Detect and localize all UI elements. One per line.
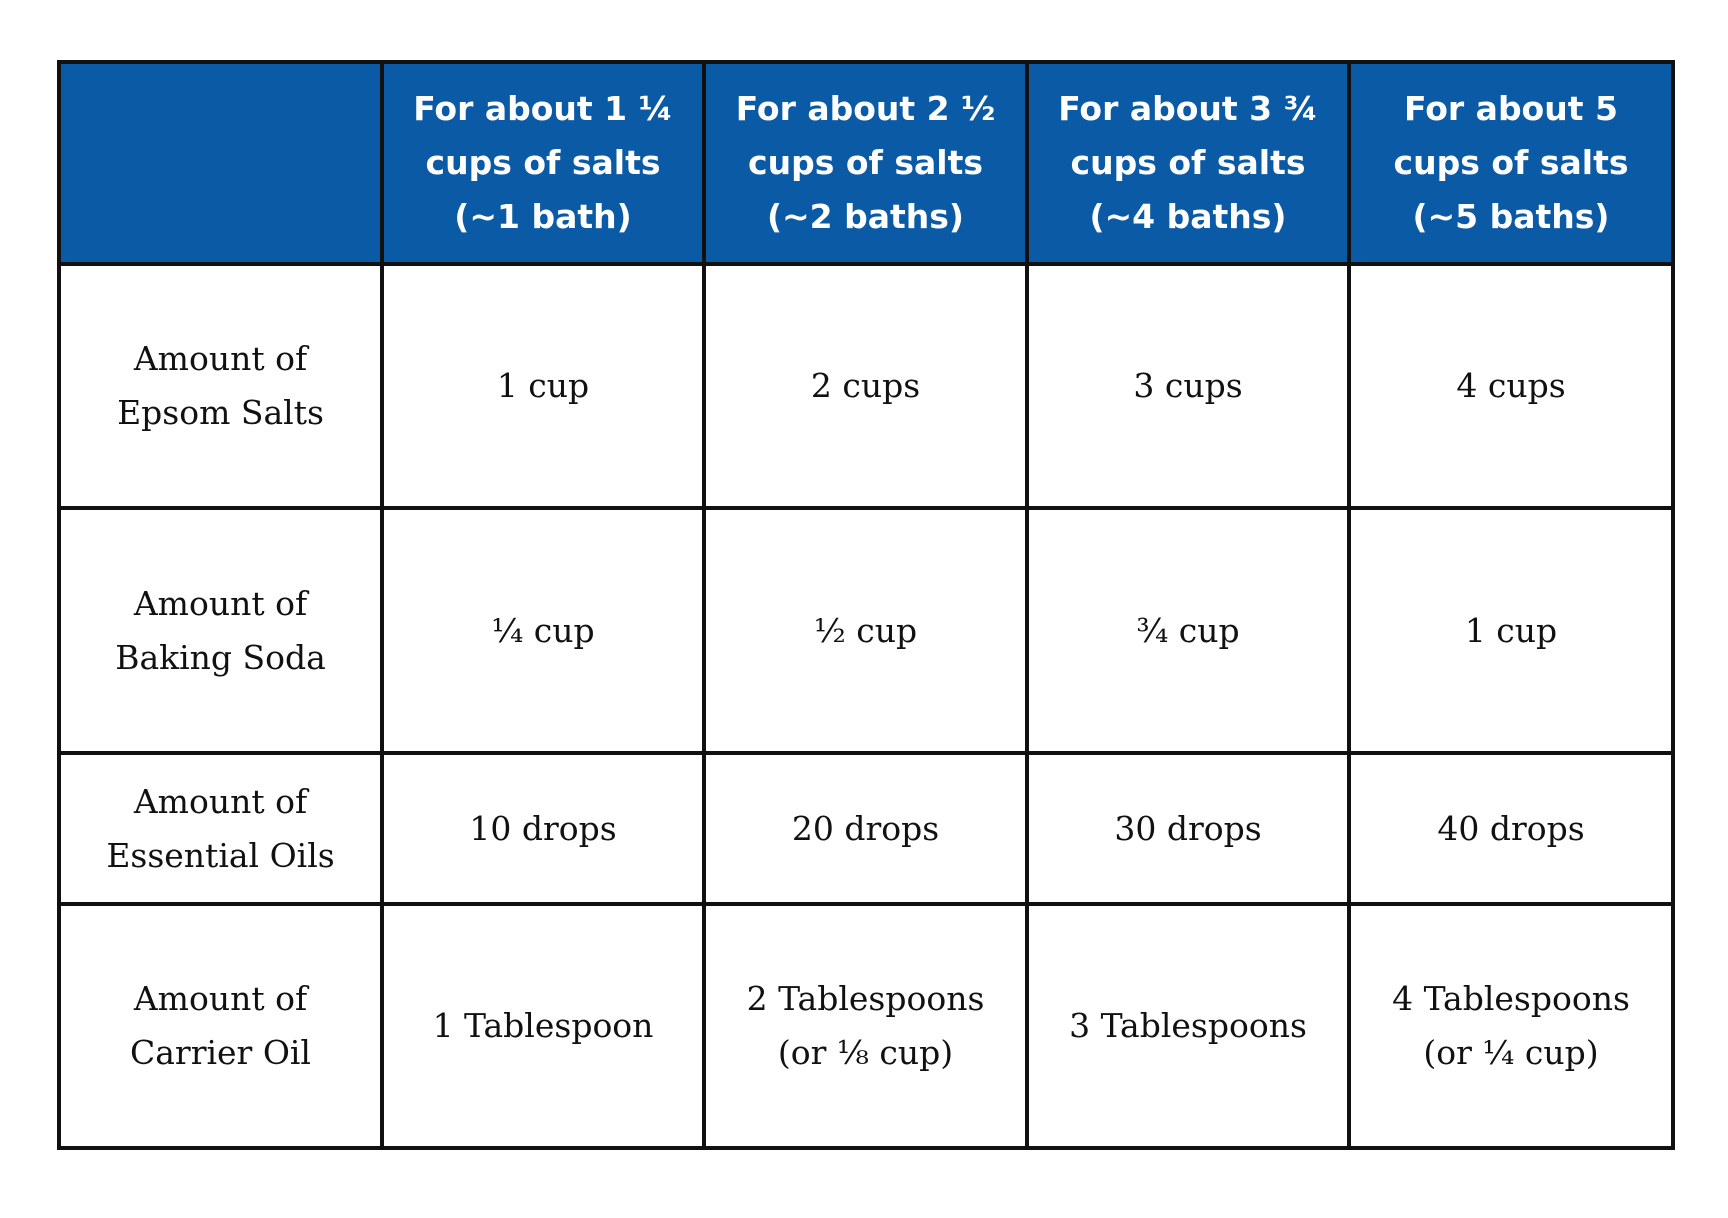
cell-line: For about 5 <box>1404 89 1618 128</box>
header-row: For about 1 ¼ cups of salts (~1 bath) For a… <box>57 60 1675 266</box>
cell-line: Amount of <box>133 979 308 1018</box>
table-cell: 40 drops <box>1347 751 1675 906</box>
row-label: Amount of Epsom Salts <box>57 262 384 510</box>
cell-line: 20 drops <box>791 808 940 848</box>
cell-line: 4 Tablespoons <box>1392 979 1630 1018</box>
column-header: For about 5 cups of salts (~5 baths) <box>1347 60 1675 266</box>
cell-line: 2 cups <box>810 366 921 405</box>
cell-line: ¼ cup <box>491 610 595 650</box>
cell-line: cups of salts <box>1393 143 1629 182</box>
table-cell: 1 cup <box>1347 506 1675 755</box>
cell-line: 4 cups <box>1456 366 1566 405</box>
table-row: Amount of Baking Soda ¼ cup ½ cup ¾ cup 1 cup <box>57 506 1675 755</box>
row-label: Amount of Baking Soda <box>57 506 384 755</box>
cell-line: For about 3 ¾ <box>1058 89 1318 128</box>
column-header: For about 1 ¼ cups of salts (~1 bath) <box>380 60 706 266</box>
cell-line: cups of salts <box>1070 143 1306 182</box>
table-wrap: For about 1 ¼ cups of salts (~1 bath) For a… <box>57 60 1675 1150</box>
cell-line: cups of salts <box>425 143 661 182</box>
table-cell: 3 cups <box>1025 262 1351 510</box>
cell-line: Carrier Oil <box>130 1033 311 1072</box>
column-header: For about 3 ¾ cups of salts (~4 baths) <box>1025 60 1351 266</box>
cell-line: 3 Tablespoons <box>1069 1006 1307 1045</box>
table-cell: 4 cups <box>1347 262 1675 510</box>
cell-line: Epsom Salts <box>117 393 324 432</box>
table-row: Amount of Epsom Salts 1 cup 2 cups 3 cups 4 c… <box>57 262 1675 510</box>
column-header: For about 2 ½ cups of salts (~2 baths) <box>702 60 1029 266</box>
cell-line: Amount of <box>133 339 308 378</box>
cell-line: ¾ cup <box>1136 610 1240 650</box>
table-cell: ¼ cup <box>380 506 706 755</box>
cell-line: 1 cup <box>496 366 590 405</box>
table-cell: 30 drops <box>1025 751 1351 906</box>
cell-line: (or ⅛ cup) <box>777 1033 954 1072</box>
cell-line: (~1 bath) <box>454 197 632 236</box>
cell-line: ½ cup <box>813 610 918 650</box>
cell-line: 2 Tablespoons <box>746 979 985 1018</box>
cell-line: 1 Tablespoon <box>432 1006 654 1045</box>
table-cell: 10 drops <box>380 751 706 906</box>
cell-line: (~2 baths) <box>766 197 965 236</box>
table-cell: 1 Tablespoon <box>380 902 706 1150</box>
cell-line: (or ¼ cup) <box>1423 1033 1599 1072</box>
cell-line: 10 drops <box>469 808 617 848</box>
table-cell: 4 Tablespoons (or ¼ cup) <box>1347 902 1675 1150</box>
table-cell: 3 Tablespoons <box>1025 902 1351 1150</box>
table-cell: ¾ cup <box>1025 506 1351 755</box>
row-label: Amount of Carrier Oil <box>57 902 384 1150</box>
cell-line: (~4 baths) <box>1089 197 1287 236</box>
cell-line: 3 cups <box>1133 366 1243 405</box>
table-body: Amount of Epsom Salts 1 cup 2 cups 3 cups 4 c… <box>57 262 1675 1150</box>
cell-line: Amount of <box>133 583 308 623</box>
table-cell: ½ cup <box>702 506 1029 755</box>
cell-line: Essential Oils <box>106 835 335 875</box>
recipe-table: For about 1 ¼ cups of salts (~1 bath) For a… <box>57 60 1675 1150</box>
cell-line: 30 drops <box>1114 808 1262 848</box>
corner-cell <box>57 60 384 266</box>
cell-line: cups of salts <box>748 143 983 182</box>
cell-line: (~5 baths) <box>1412 197 1610 236</box>
cell-line: For about 1 ¼ <box>413 89 673 128</box>
table-cell: 2 cups <box>702 262 1029 510</box>
table-cell: 1 cup <box>380 262 706 510</box>
table-row: Amount of Carrier Oil 1 Tablespoon 2 Tables… <box>57 902 1675 1150</box>
cell-line: Amount of <box>133 781 308 821</box>
cell-line: For about 2 ½ <box>735 89 996 128</box>
cell-line: Baking Soda <box>115 637 326 677</box>
table-cell: 20 drops <box>702 751 1029 906</box>
table-row: Amount of Essential Oils 10 drops 20 drops 3… <box>57 751 1675 906</box>
row-label: Amount of Essential Oils <box>57 751 384 906</box>
table-cell: 2 Tablespoons (or ⅛ cup) <box>702 902 1029 1150</box>
cell-line: 40 drops <box>1437 808 1585 848</box>
cell-line: 1 cup <box>1464 610 1558 650</box>
